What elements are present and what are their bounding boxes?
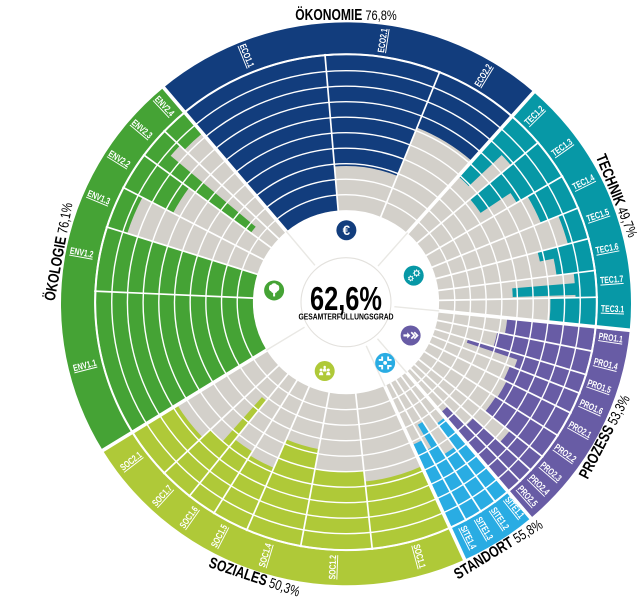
svg-text:ECO2.1: ECO2.1 — [376, 27, 390, 53]
svg-text:ENV1.2: ENV1.2 — [69, 246, 94, 260]
svg-text:TEC3.1: TEC3.1 — [601, 304, 625, 315]
svg-text:TEC1.7: TEC1.7 — [600, 274, 624, 286]
svg-text:€: € — [343, 223, 351, 238]
svg-text:PRO1.1: PRO1.1 — [598, 331, 624, 345]
svg-text:62,6%: 62,6% — [310, 281, 382, 318]
svg-text:SOC1.2: SOC1.2 — [327, 554, 338, 579]
svg-text:TEC1.6: TEC1.6 — [595, 241, 620, 256]
svg-text:ÖKONOMIE 76,8%: ÖKONOMIE 76,8% — [295, 6, 397, 24]
svg-text:GESAMTERFÜLLUNGSGRAD: GESAMTERFÜLLUNGSGRAD — [299, 312, 394, 322]
